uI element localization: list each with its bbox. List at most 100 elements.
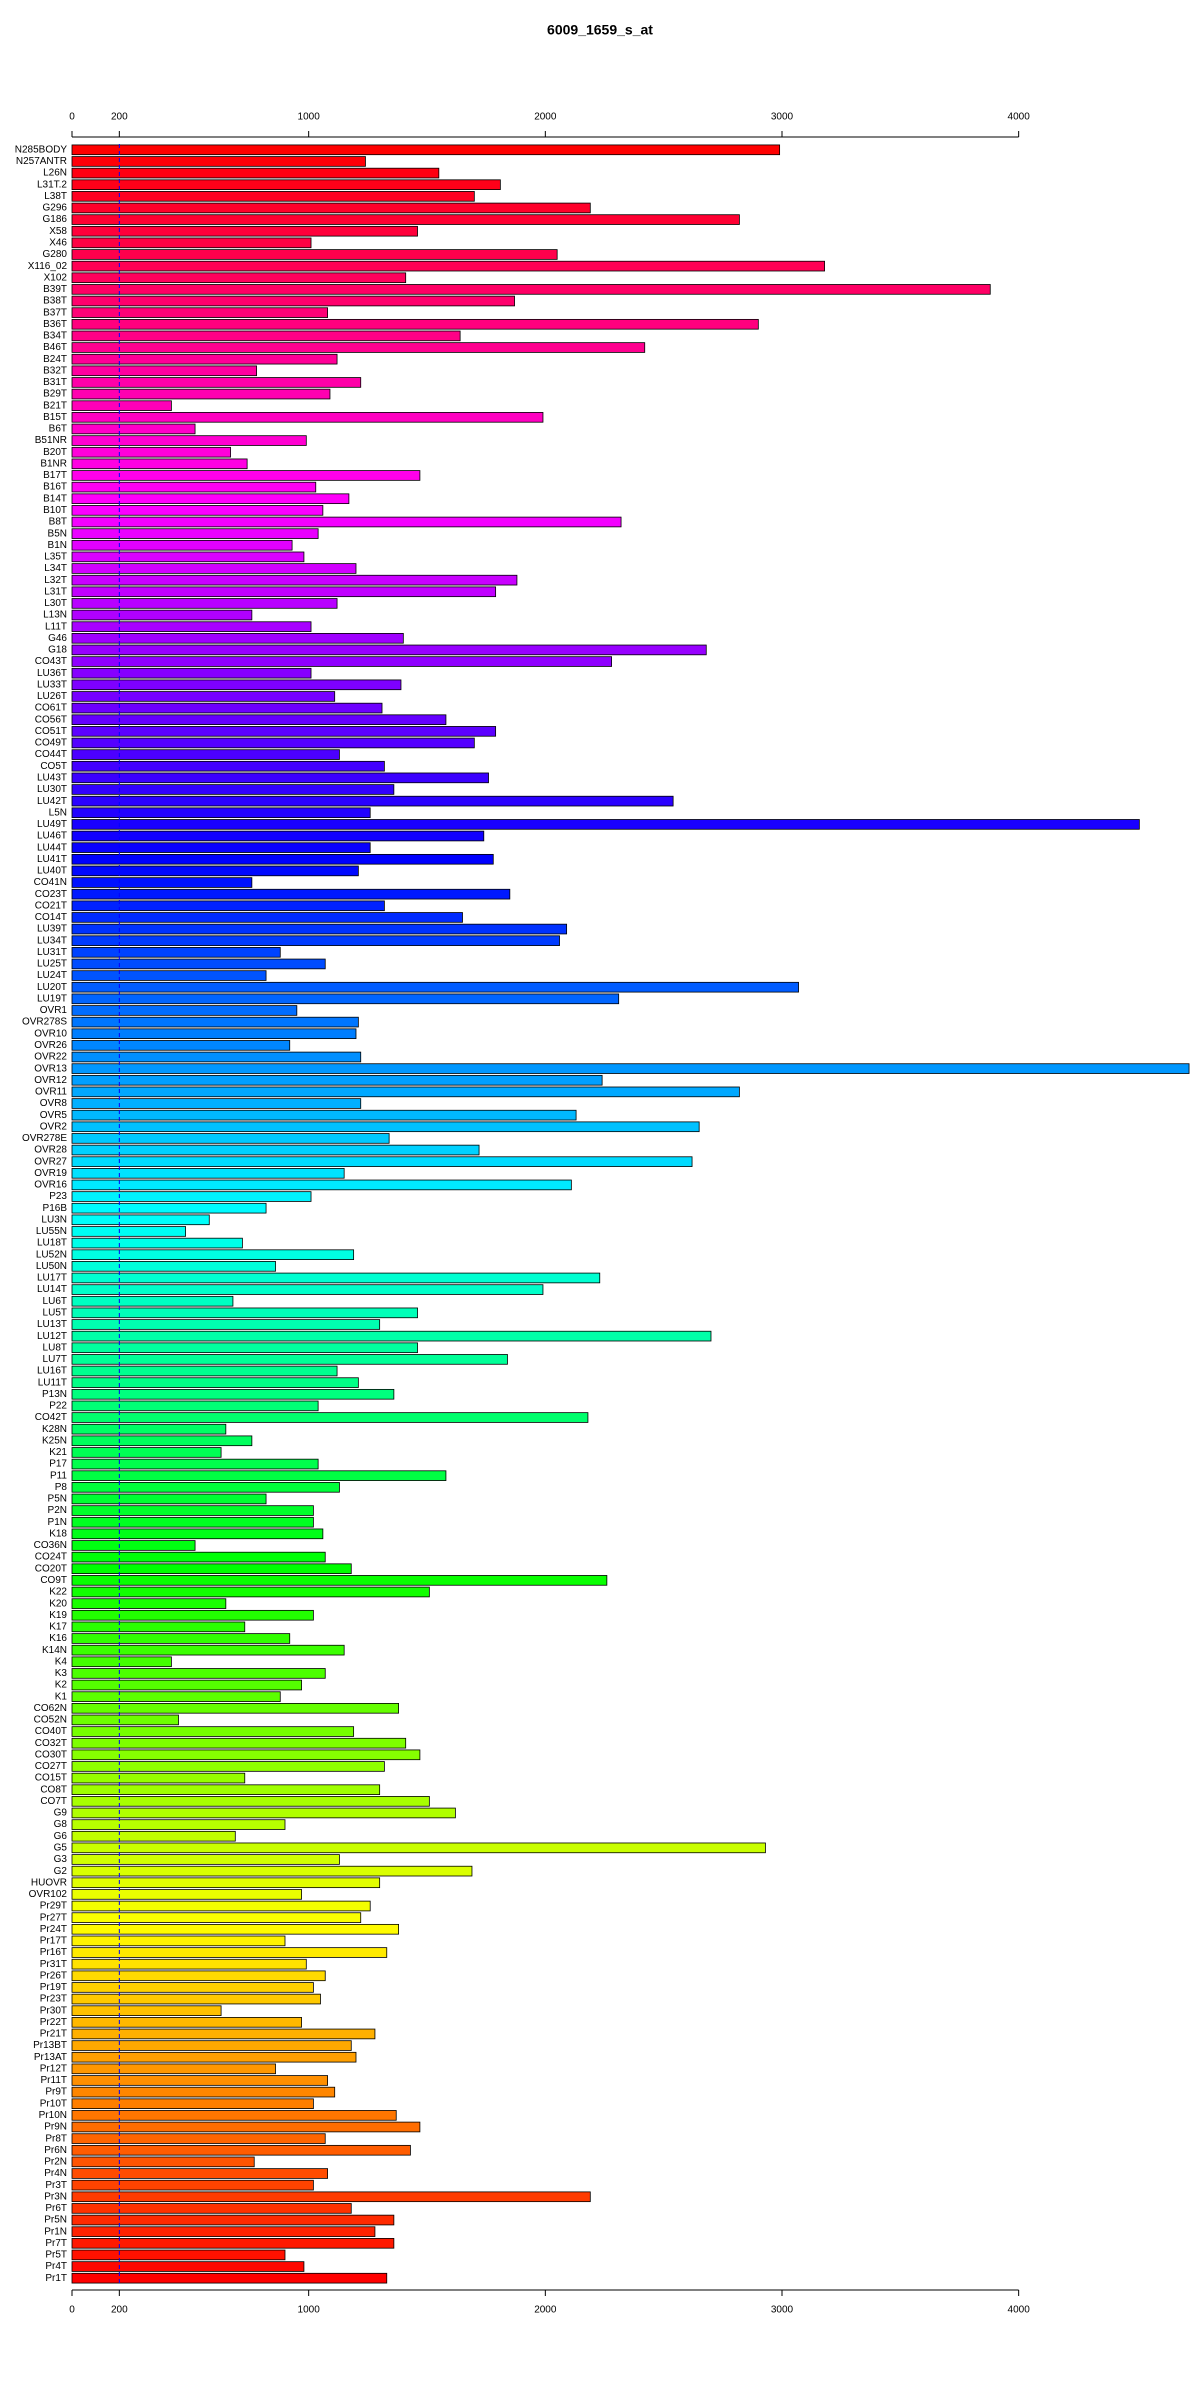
- bar: [71, 470, 421, 481]
- y-tick-label: CO52N: [34, 1715, 67, 1726]
- y-tick-label: LU17T: [37, 1273, 67, 1284]
- bar: [71, 598, 338, 609]
- y-tick-label: P1N: [48, 1517, 67, 1528]
- bar: [71, 2075, 328, 2086]
- bar: [71, 1516, 314, 1528]
- bar: [71, 1563, 352, 1575]
- y-tick-label: LU20T: [37, 982, 67, 993]
- y-tick-label: LU25T: [37, 959, 67, 970]
- y-tick-label: LU26T: [37, 691, 67, 702]
- y-tick-label: LU43T: [37, 772, 67, 783]
- bar: [71, 225, 418, 237]
- bar: [71, 1330, 712, 1342]
- bar: [71, 1447, 222, 1458]
- y-tick-label: L26N: [43, 168, 67, 179]
- bar: [71, 412, 544, 423]
- bar: [71, 1412, 589, 1423]
- y-tick-label: Pr9N: [44, 2122, 67, 2133]
- y-tick-label: Pr10T: [40, 2098, 67, 2109]
- bar: [71, 2063, 276, 2075]
- bar: [71, 516, 622, 528]
- y-tick-label: B29T: [43, 389, 67, 400]
- bar: [71, 1319, 381, 1330]
- y-tick-label: LU30T: [37, 784, 67, 795]
- y-tick-label: N285BODY: [15, 144, 68, 155]
- bar: [71, 1796, 430, 1807]
- bar: [71, 981, 799, 993]
- bar: [71, 2226, 376, 2237]
- y-tick-label: B32T: [43, 365, 67, 376]
- y-tick-label: CO41N: [34, 877, 67, 888]
- y-tick-label: B8T: [49, 517, 67, 528]
- bar: [71, 1714, 179, 1726]
- y-tick-label: K19: [49, 1610, 67, 1621]
- x-tick-label: 1000: [298, 112, 321, 123]
- y-tick-label: CO24T: [35, 1552, 67, 1563]
- bar: [71, 1982, 314, 1993]
- bar: [71, 505, 324, 516]
- y-tick-label: OVR13: [34, 1063, 67, 1074]
- y-tick-label: OVR26: [34, 1040, 67, 1051]
- bar: [71, 1005, 298, 1016]
- bar: [71, 1575, 608, 1586]
- bar: [71, 819, 1140, 830]
- y-tick-label: P16B: [43, 1203, 68, 1214]
- bar: [71, 609, 253, 621]
- bar: [71, 1109, 577, 1121]
- y-tick-label: LU12T: [37, 1331, 67, 1342]
- bar: [71, 586, 497, 598]
- y-tick-label: LU3N: [41, 1214, 67, 1225]
- bar: [71, 2086, 336, 2098]
- bar: [71, 2214, 395, 2226]
- y-tick-label: B24T: [43, 354, 67, 365]
- bar: [71, 2179, 314, 2191]
- bar: [71, 760, 385, 772]
- bar: [71, 551, 305, 563]
- bar: [71, 807, 371, 819]
- bar: [71, 446, 231, 458]
- bar: [71, 377, 362, 388]
- bar: [71, 947, 281, 958]
- bar: [71, 493, 350, 505]
- y-tick-label: L13N: [43, 610, 67, 621]
- y-tick-label: B21T: [43, 400, 67, 411]
- y-tick-label: Pr27T: [40, 1912, 67, 1923]
- y-tick-label: X116_02: [28, 261, 68, 272]
- bar: [71, 1400, 319, 1412]
- bar: [71, 1144, 480, 1156]
- y-tick-label: OVR278S: [22, 1017, 67, 1028]
- bar: [71, 1679, 302, 1691]
- y-tick-label: OVR278E: [22, 1133, 67, 1144]
- y-tick-label: P23: [49, 1191, 67, 1202]
- bar: [71, 1598, 227, 1609]
- y-tick-label: B5N: [48, 528, 67, 539]
- y-tick-label: G2: [54, 1866, 68, 1877]
- x-tick-label: 200: [111, 2305, 128, 2316]
- y-tick-label: CO40T: [35, 1726, 67, 1737]
- bar: [71, 156, 366, 167]
- y-tick-label: G5: [54, 1842, 68, 1853]
- bar: [71, 1191, 312, 1202]
- y-tick-label: G9: [54, 1808, 68, 1819]
- bar: [71, 877, 253, 888]
- y-tick-label: B10T: [43, 505, 67, 516]
- bar: [71, 784, 395, 795]
- y-tick-label: LU44T: [37, 842, 67, 853]
- bar: [71, 2121, 421, 2133]
- y-tick-label: Pr31T: [40, 1959, 67, 1970]
- bar: [71, 307, 328, 318]
- y-tick-label: P13N: [42, 1389, 67, 1400]
- y-tick-label: P2N: [48, 1505, 67, 1516]
- bar: [71, 1505, 314, 1516]
- bar: [71, 737, 475, 749]
- y-tick-label: K1: [55, 1691, 68, 1702]
- bar: [71, 1668, 326, 1679]
- bar: [71, 644, 707, 656]
- bar: [71, 1295, 234, 1307]
- bar: [71, 1958, 307, 1970]
- y-tick-label: G6: [54, 1831, 68, 1842]
- y-tick-label: CO20T: [35, 1563, 67, 1574]
- y-tick-label: OVR5: [40, 1110, 68, 1121]
- bar: [71, 1156, 693, 1167]
- y-tick-label: G8: [54, 1819, 68, 1830]
